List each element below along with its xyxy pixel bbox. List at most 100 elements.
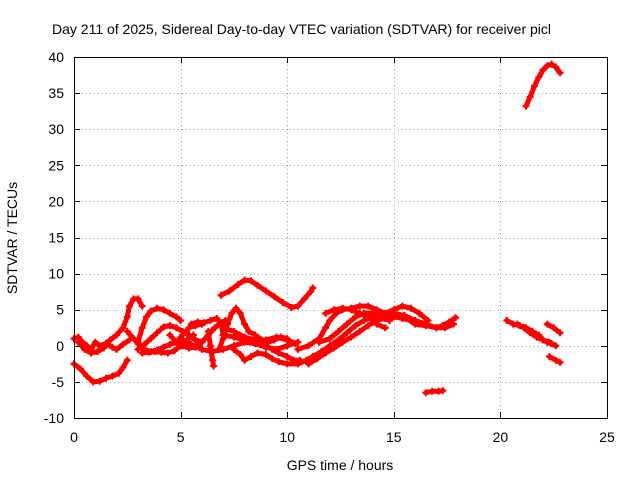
data-point	[302, 356, 310, 364]
data-point	[91, 338, 99, 346]
data-point	[134, 338, 142, 346]
data-series-21	[322, 304, 389, 332]
data-point	[119, 364, 127, 371]
data-point	[192, 336, 199, 344]
data-point	[140, 340, 148, 348]
data-point	[138, 302, 146, 310]
data-point	[305, 360, 312, 368]
y-tick-label: 15	[48, 230, 64, 246]
data-point	[172, 313, 180, 321]
data-point	[315, 338, 323, 346]
data-point	[531, 82, 538, 90]
data-point	[119, 324, 127, 332]
data-point	[556, 329, 564, 337]
data-point	[432, 324, 440, 332]
data-point	[556, 358, 564, 366]
data-point	[347, 333, 355, 341]
data-point	[356, 327, 364, 335]
data-point	[76, 365, 84, 373]
data-point	[275, 349, 283, 357]
data-point	[138, 324, 146, 332]
data-series-27	[543, 320, 564, 337]
data-point	[439, 387, 447, 395]
data-point	[520, 324, 528, 332]
data-point	[343, 329, 351, 337]
x-tick-label: 0	[70, 429, 78, 445]
data-point	[119, 340, 127, 348]
data-point	[351, 313, 359, 321]
data-point	[219, 331, 227, 339]
data-point	[422, 389, 430, 397]
data-point	[550, 324, 558, 332]
data-point	[373, 306, 381, 314]
y-tick-label: 20	[48, 193, 64, 209]
data-point	[179, 327, 187, 335]
data-point	[245, 327, 253, 335]
data-point	[145, 348, 153, 356]
data-point	[351, 322, 359, 330]
data-point	[198, 345, 206, 353]
data-point	[552, 342, 560, 350]
data-series-24	[422, 387, 447, 397]
data-point	[213, 314, 221, 322]
data-point	[83, 372, 91, 380]
data-point	[268, 345, 276, 353]
data-point	[241, 320, 249, 328]
data-point	[251, 336, 259, 344]
data-point	[503, 317, 511, 324]
data-point	[164, 349, 172, 357]
data-point	[428, 387, 436, 395]
data-point	[381, 324, 389, 332]
data-point	[326, 335, 334, 343]
y-tick-label: 5	[56, 302, 64, 318]
data-point	[253, 281, 261, 289]
data-series-18	[305, 313, 423, 368]
y-tick-label: 0	[56, 338, 64, 354]
data-point	[160, 323, 167, 331]
data-point	[545, 338, 553, 346]
data-point	[309, 284, 317, 292]
data-point	[253, 349, 261, 357]
data-point	[226, 287, 234, 295]
data-point	[330, 306, 338, 314]
data-point	[526, 329, 534, 337]
data-point	[123, 313, 131, 321]
data-series-15	[219, 324, 300, 348]
data-point	[166, 309, 174, 317]
data-point	[115, 369, 123, 377]
data-point	[283, 353, 291, 361]
data-point	[185, 324, 193, 332]
y-tick-label: 30	[48, 121, 64, 137]
data-point	[407, 304, 415, 312]
data-series-29	[522, 60, 564, 110]
data-point	[217, 320, 225, 328]
data-point	[147, 307, 155, 315]
data-point	[290, 356, 298, 364]
data-point	[224, 320, 231, 328]
data-point	[373, 320, 381, 328]
data-point	[283, 336, 291, 344]
data-point	[411, 320, 419, 328]
data-point	[334, 327, 342, 335]
data-point	[157, 348, 165, 356]
data-point	[217, 291, 225, 299]
data-point	[206, 342, 214, 350]
data-point	[262, 287, 270, 295]
data-point	[219, 324, 227, 332]
data-point	[296, 356, 304, 364]
data-point	[134, 345, 142, 353]
data-point	[160, 306, 167, 314]
data-point	[369, 309, 376, 317]
data-point	[100, 344, 108, 352]
data-point	[230, 327, 238, 335]
x-axis-label: GPS time / hours	[287, 457, 394, 473]
data-point	[379, 313, 387, 321]
data-point	[300, 295, 308, 303]
data-point	[552, 63, 560, 71]
data-point	[356, 309, 364, 317]
data-point	[262, 336, 270, 344]
data-point	[81, 345, 89, 353]
data-point	[326, 317, 334, 324]
data-point	[211, 324, 219, 332]
data-point	[545, 353, 553, 361]
